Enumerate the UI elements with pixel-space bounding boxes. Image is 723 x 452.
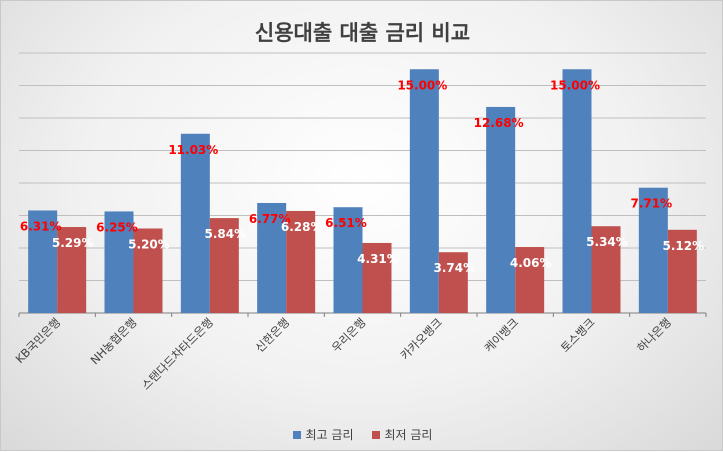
bar-max <box>257 202 287 313</box>
legend-item-min: 최저 금리 <box>371 426 433 443</box>
bar-max <box>486 106 516 313</box>
data-label-min: 5.29% <box>52 236 94 250</box>
chart-title: 신용대출 대출 금리 비교 <box>254 21 471 45</box>
data-label-max: 15.00% <box>397 78 447 92</box>
data-label-min: 4.06% <box>510 256 552 270</box>
bar-min <box>362 242 392 313</box>
bar-max <box>104 211 134 313</box>
data-label-min: 5.84% <box>205 227 247 241</box>
legend-label-min: 최저 금리 <box>384 428 433 442</box>
data-label-max: 12.68% <box>474 116 524 130</box>
category-label: 카카오뱅크 <box>398 315 445 362</box>
category-label: 스탠다드차타드은행 <box>139 315 216 392</box>
legend-swatch-min <box>371 430 380 439</box>
legend: 최고 금리 최저 금리 <box>1 426 723 443</box>
category-label: 우리은행 <box>329 315 369 355</box>
data-label-max: 7.71% <box>631 197 673 211</box>
bar-max <box>409 69 439 313</box>
bar-max <box>638 187 668 313</box>
data-label-min: 6.28% <box>281 220 323 234</box>
bar-min <box>515 247 545 313</box>
category-label: 토스뱅크 <box>558 315 598 355</box>
bar-min <box>667 229 697 313</box>
category-label: 케이뱅크 <box>481 315 521 355</box>
category-label: NH농협은행 <box>88 315 140 367</box>
category-label: KB국민은행 <box>13 315 64 366</box>
bar-min <box>438 252 468 313</box>
bar-min <box>133 228 163 313</box>
data-label-max: 6.77% <box>249 212 291 226</box>
data-label-min: 4.31% <box>357 252 399 266</box>
bar-max <box>562 69 592 313</box>
data-label-min: 5.12% <box>663 239 705 253</box>
data-label-max: 6.25% <box>96 220 138 234</box>
legend-label-max: 최고 금리 <box>305 428 354 442</box>
bar-max <box>333 207 363 313</box>
data-label-max: 6.31% <box>20 219 62 233</box>
legend-swatch-max <box>292 430 301 439</box>
bar-min <box>286 210 316 313</box>
bar-min <box>57 227 87 313</box>
data-label-min: 5.20% <box>128 238 170 252</box>
bar-min <box>209 218 239 313</box>
bar-max <box>28 210 58 313</box>
data-label-min: 3.74% <box>434 261 476 275</box>
category-label: 하나은행 <box>634 315 674 355</box>
legend-item-max: 최고 금리 <box>292 426 354 443</box>
data-label-max: 11.03% <box>168 143 218 157</box>
data-label-max: 15.00% <box>550 78 600 92</box>
data-label-min: 5.34% <box>586 235 628 249</box>
data-label-max: 6.51% <box>325 216 367 230</box>
bar-max <box>180 133 210 313</box>
category-label: 신한은행 <box>252 315 292 355</box>
bar-min <box>591 226 621 313</box>
